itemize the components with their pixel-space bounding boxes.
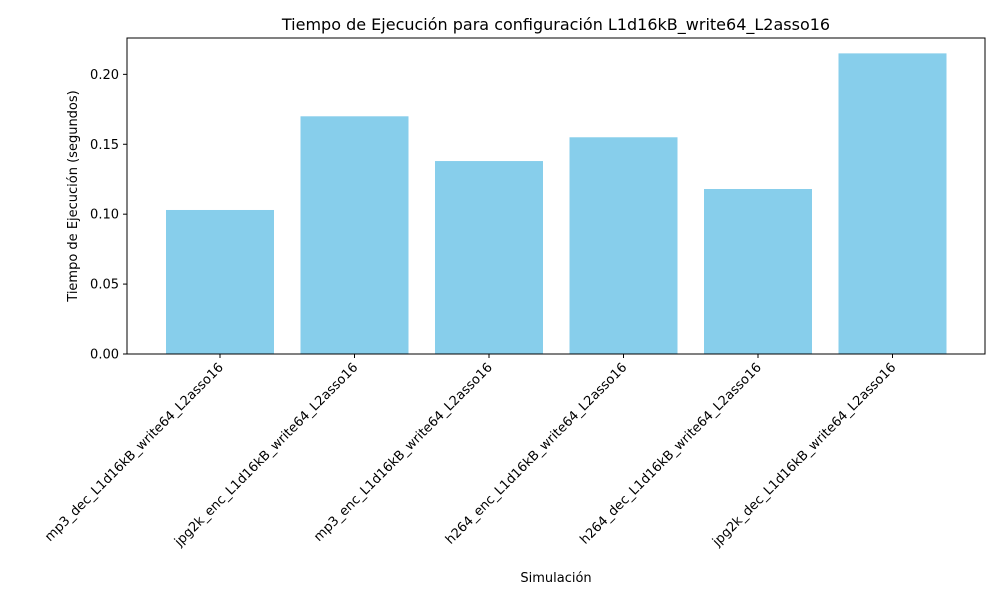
y-axis-label: Tiempo de Ejecución (segundos) [66, 90, 81, 302]
chart-title: Tiempo de Ejecución para configuración L… [281, 15, 830, 35]
bar-2 [435, 161, 543, 354]
y-tick-label-1: 0.05 [90, 278, 119, 293]
x-axis: mp3_dec_L1d16kB_write64_L2asso16jpg2k_en… [42, 354, 899, 550]
y-tick-label-0: 0.00 [90, 348, 119, 363]
bar-3 [569, 137, 678, 354]
y-axis: 0.00 0.05 0.10 0.15 0.20 [90, 68, 127, 363]
bars-group [166, 53, 947, 355]
x-axis-label: Simulación [520, 571, 591, 586]
y-tick-label-4: 0.20 [90, 68, 119, 83]
bar-4 [704, 189, 812, 354]
y-tick-label-3: 0.15 [90, 138, 119, 153]
y-tick-label-2: 0.10 [90, 208, 119, 223]
bar-0 [166, 209, 274, 354]
plot-frame [126, 37, 986, 355]
bar-1 [300, 116, 409, 354]
bar-5 [838, 53, 947, 355]
